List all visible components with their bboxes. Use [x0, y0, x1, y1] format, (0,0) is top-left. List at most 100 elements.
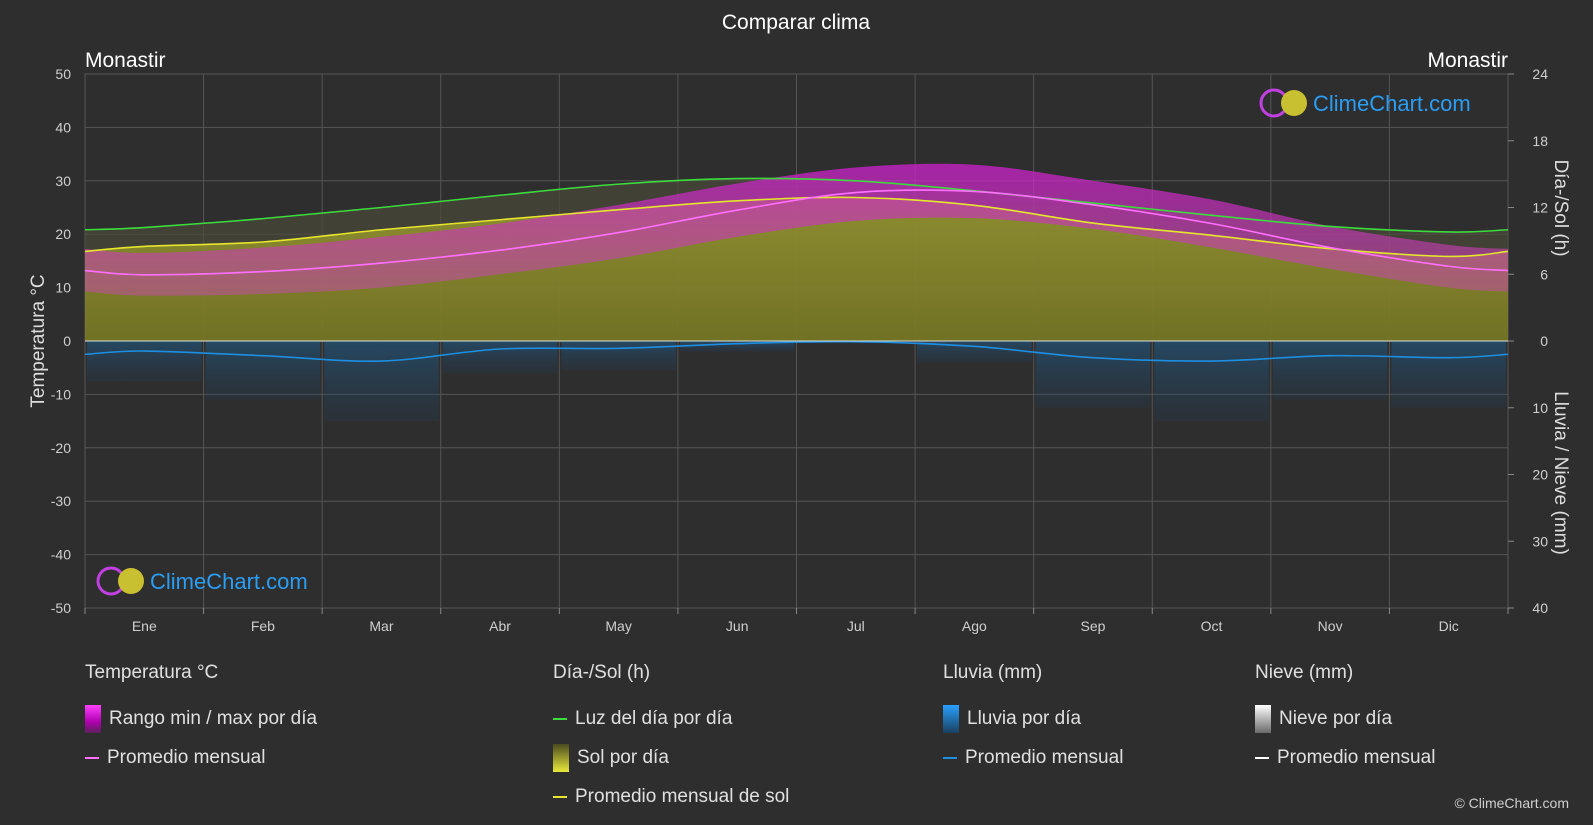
y-left-tick-label: -50	[51, 600, 71, 616]
rain-avg-line	[85, 340, 1508, 362]
watermark-bottom: ClimeChart.com	[96, 566, 308, 596]
watermark-top: ClimeChart.com	[1259, 88, 1471, 118]
x-tick-label: Abr	[489, 618, 511, 634]
precipitation-layer	[87, 341, 1506, 422]
y-right-hours-tick-label: 0	[1540, 333, 1548, 349]
legend-snow: Nieve (mm) Nieve por día Promedio mensua…	[1255, 662, 1435, 777]
series-lines	[85, 177, 1508, 362]
rain-avg-swatch	[943, 756, 957, 759]
legend-item-daylight: Luz del día por día	[553, 699, 789, 738]
rain-bar	[442, 341, 558, 374]
rain-bar	[1154, 341, 1269, 422]
rain-bar	[917, 341, 1032, 363]
legend-temp-range-label: Rango min / max por día	[109, 707, 318, 729]
x-tick-label: Ene	[132, 618, 157, 634]
rain-bar	[205, 341, 321, 400]
temp-range-swatch	[85, 704, 101, 733]
y-left-tick-label: -20	[51, 440, 71, 456]
y-left-tick-label: 30	[55, 173, 71, 189]
legend-temp-avg-label: Promedio mensual	[107, 746, 266, 768]
legend-item-rain-avg: Promedio mensual	[943, 738, 1123, 777]
legend-sun: Día-/Sol (h) Luz del día por día Sol por…	[553, 662, 789, 816]
x-tick-label: Feb	[251, 618, 275, 634]
legend-temperature: Temperatura °C Rango min / max por día P…	[85, 662, 317, 777]
y-right-hours-tick-label: 12	[1532, 200, 1548, 216]
y-left-tick-label: -10	[51, 386, 71, 402]
y-right-hours-tick-label: 24	[1532, 66, 1548, 82]
legend-sun-per-day-label: Sol por día	[577, 746, 669, 768]
y-left-tick-label: -40	[51, 547, 71, 563]
daylight-swatch	[553, 717, 567, 720]
temperature-range-band	[85, 163, 1508, 296]
x-tick-label: Dic	[1439, 618, 1459, 634]
location-left: Monastir	[85, 49, 166, 72]
legend-item-snow-per-day: Nieve por día	[1255, 699, 1435, 738]
y-left-axis-label: Temperatura °C	[28, 274, 49, 407]
y-left-tick-label: -30	[51, 493, 71, 509]
legend-daylight-label: Luz del día por día	[575, 707, 733, 729]
watermark-text-top: ClimeChart.com	[1313, 91, 1471, 116]
y-left-tick-label: 10	[55, 280, 71, 296]
y-right-hours-tick-label: 6	[1540, 266, 1548, 282]
y-left-tick-label: 50	[55, 66, 71, 82]
y-right-bottom-axis-label: Lluvia / Nieve (mm)	[1550, 391, 1571, 555]
y-right-precip-tick-label: 20	[1532, 467, 1548, 483]
legend-snow-avg-label: Promedio mensual	[1277, 746, 1436, 768]
chart-axes: 50 40 30 20 10 0 -10 -20 -30 -40 -50 24 18 12 6 0 10 20 30…	[51, 66, 1548, 634]
y-right-precip-tick-label: 30	[1532, 533, 1548, 549]
legend-snow-header: Nieve (mm)	[1255, 662, 1354, 683]
x-tick-label: Sep	[1080, 618, 1105, 634]
y-right-precip-tick-label: 10	[1532, 400, 1548, 416]
climechart-sun-icon	[118, 568, 144, 594]
y-left-tick-label: 40	[55, 119, 71, 135]
y-right-precip-tick-label: 40	[1532, 600, 1548, 616]
x-tick-label: Jun	[726, 618, 749, 634]
legend-temperature-header: Temperatura °C	[85, 662, 219, 683]
snow-per-day-swatch	[1255, 704, 1271, 733]
x-tick-label: Nov	[1318, 618, 1343, 634]
legend-rain-per-day-label: Lluvia por día	[967, 707, 1082, 729]
x-tick-label: Jul	[847, 618, 865, 634]
temperature-layer	[85, 163, 1508, 296]
location-right: Monastir	[1427, 49, 1508, 72]
legend-sun-avg-label: Promedio mensual de sol	[575, 785, 790, 807]
legend-item-sun-per-day: Sol por día	[553, 738, 789, 777]
legend-snow-per-day-label: Nieve por día	[1279, 707, 1393, 729]
x-tick-label: Mar	[369, 618, 393, 634]
temperature-avg-line	[85, 189, 1508, 276]
y-right-hours-tick-label: 18	[1532, 133, 1548, 149]
legend-item-temp-range: Rango min / max por día	[85, 699, 317, 738]
legend-sun-header: Día-/Sol (h)	[553, 662, 651, 683]
climate-chart: Comparar clima Monastir Monastir 50 40 30 2…	[28, 11, 1571, 634]
legend-item-temp-avg: Promedio mensual	[85, 738, 317, 777]
daylight-line	[85, 177, 1508, 233]
sunshine-avg-line	[85, 196, 1508, 258]
rain-bar	[1391, 341, 1506, 408]
rain-bar	[561, 341, 676, 371]
sun-per-day-swatch	[553, 743, 569, 772]
chart-title: Comparar clima	[722, 11, 871, 34]
y-left-tick-label: 0	[63, 333, 71, 349]
rain-bar	[87, 341, 202, 382]
legend-item-snow-avg: Promedio mensual	[1255, 738, 1435, 777]
legend-rain-avg-label: Promedio mensual	[965, 746, 1124, 768]
copyright: © ClimeChart.com	[1454, 795, 1569, 811]
x-tick-label: Ago	[962, 618, 987, 634]
x-tick-label: May	[605, 618, 631, 634]
climechart-sun-icon	[1281, 90, 1307, 116]
y-right-top-axis-label: Día-/Sol (h)	[1550, 159, 1571, 256]
x-tick-label: Oct	[1201, 618, 1223, 634]
snow-avg-swatch	[1255, 756, 1269, 759]
legend-rain-header: Lluvia (mm)	[943, 662, 1043, 683]
rain-bar	[1035, 341, 1151, 408]
legend-item-sun-avg: Promedio mensual de sol	[553, 777, 789, 816]
rain-bar	[324, 341, 439, 422]
watermark-text-bottom: ClimeChart.com	[150, 569, 308, 594]
rain-bar	[1272, 341, 1388, 400]
legend-item-rain-per-day: Lluvia por día	[943, 699, 1123, 738]
rain-bar	[679, 341, 795, 352]
rain-per-day-swatch	[943, 704, 959, 733]
legend-rain: Lluvia (mm) Lluvia por día Promedio mens…	[943, 662, 1123, 777]
sun-avg-swatch	[553, 795, 567, 798]
temp-avg-swatch	[85, 756, 99, 759]
